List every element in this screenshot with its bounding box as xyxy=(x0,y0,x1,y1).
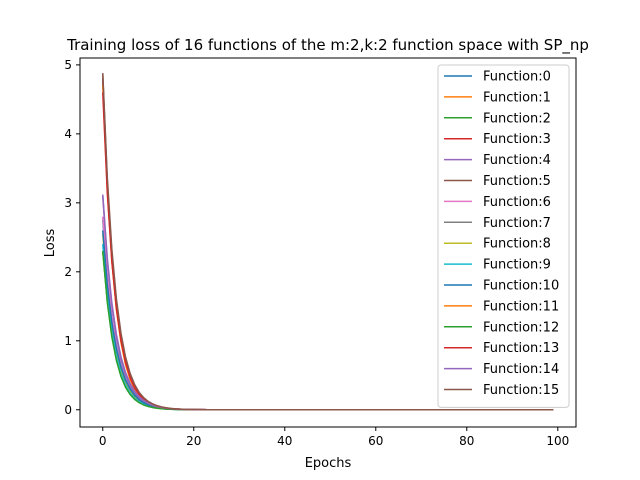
y-tick-label: 3 xyxy=(64,196,72,210)
y-tick-label: 4 xyxy=(64,127,72,141)
y-tick-label: 0 xyxy=(64,403,72,417)
x-tick-label: 60 xyxy=(368,434,383,448)
legend-label-1: Function:1 xyxy=(483,90,551,105)
legend: Function:0 Function:1 Function:2 Function:3… xyxy=(437,64,570,408)
y-axis-label: Loss xyxy=(43,229,58,258)
legend-label-10: Function:10 xyxy=(483,279,559,294)
legend-label-9: Function:9 xyxy=(483,258,551,273)
axes-frame xyxy=(79,57,577,428)
y-axis-ticks: 0 1 2 3 4 5 xyxy=(64,58,80,417)
legend-label-13: Function:13 xyxy=(483,341,559,356)
legend-label-14: Function:14 xyxy=(483,362,559,377)
x-axis-ticks: 0 20 40 60 80 100 xyxy=(99,427,569,448)
legend-label-2: Function:2 xyxy=(483,111,551,126)
y-tick-label: 1 xyxy=(64,334,72,348)
legend-label-11: Function:11 xyxy=(483,299,559,314)
legend-box xyxy=(437,64,570,408)
legend-label-8: Function:8 xyxy=(483,237,551,252)
x-tick-label: 80 xyxy=(459,434,474,448)
legend-label-3: Function:3 xyxy=(483,132,551,147)
legend-label-15: Function:15 xyxy=(483,383,559,398)
x-tick-label: 20 xyxy=(186,434,201,448)
chart-title: Training loss of 16 functions of the m:2… xyxy=(66,36,589,55)
legend-label-12: Function:12 xyxy=(483,320,559,335)
legend-label-4: Function:4 xyxy=(483,153,551,168)
legend-label-6: Function:6 xyxy=(483,195,551,210)
x-axis-label: Epochs xyxy=(305,456,352,471)
y-tick-label: 2 xyxy=(64,265,72,279)
plot-lines xyxy=(102,73,554,411)
x-tick-label: 0 xyxy=(99,434,107,448)
x-tick-label: 40 xyxy=(277,434,292,448)
legend-label-5: Function:5 xyxy=(483,174,551,189)
y-tick-label: 5 xyxy=(64,58,72,72)
legend-label-7: Function:7 xyxy=(483,216,551,231)
legend-label-0: Function:0 xyxy=(483,70,551,85)
series-line-15 xyxy=(102,73,554,411)
x-tick-label: 100 xyxy=(546,434,569,448)
